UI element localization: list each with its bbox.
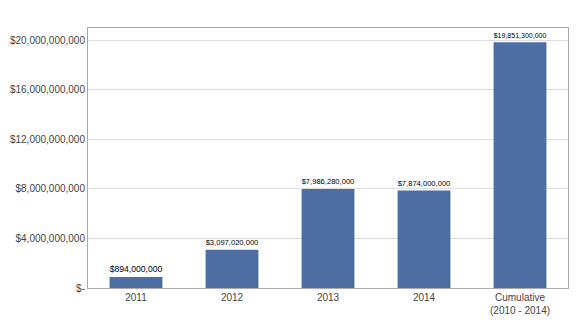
svg-text:2013: 2013 bbox=[317, 292, 340, 303]
svg-text:$-: $- bbox=[76, 283, 85, 294]
svg-text:$12,000,000,000: $12,000,000,000 bbox=[10, 134, 86, 145]
svg-text:2014: 2014 bbox=[413, 292, 436, 303]
svg-text:Cumulative(2010 - 2014): Cumulative(2010 - 2014) bbox=[490, 292, 550, 316]
svg-text:$8,000,000,000: $8,000,000,000 bbox=[15, 183, 85, 194]
svg-text:$894,000,000: $894,000,000 bbox=[110, 264, 163, 274]
svg-text:$7,874,000,000: $7,874,000,000 bbox=[398, 179, 451, 188]
svg-text:$16,000,000,000: $16,000,000,000 bbox=[10, 84, 86, 95]
svg-text:2012: 2012 bbox=[221, 292, 244, 303]
svg-text:2011: 2011 bbox=[125, 292, 147, 303]
svg-text:$19,851,300,000: $19,851,300,000 bbox=[494, 32, 547, 39]
svg-text:$4,000,000,000: $4,000,000,000 bbox=[15, 233, 85, 244]
svg-text:$7,986,280,000: $7,986,280,000 bbox=[302, 177, 355, 186]
svg-text:$20,000,000,000: $20,000,000,000 bbox=[10, 35, 86, 46]
svg-text:$3,097,020,000: $3,097,020,000 bbox=[206, 238, 259, 247]
